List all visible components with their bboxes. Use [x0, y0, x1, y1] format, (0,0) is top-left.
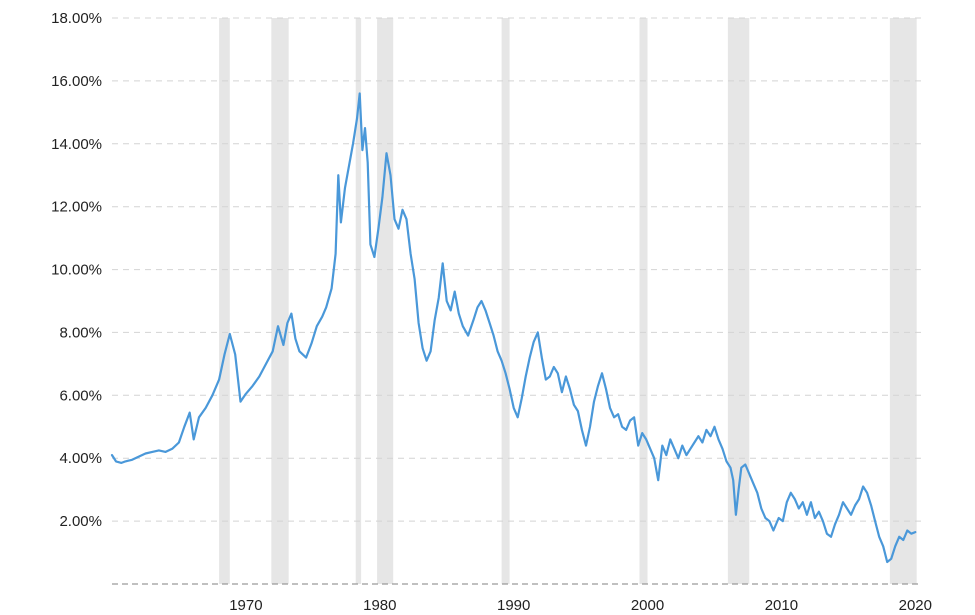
y-tick-label: 6.00% [59, 387, 102, 404]
x-tick-label: 1970 [229, 597, 262, 614]
recession-band [271, 18, 289, 584]
y-tick-label: 8.00% [59, 324, 102, 341]
y-tick-label: 10.00% [51, 262, 102, 279]
recession-bands [219, 18, 917, 584]
y-tick-label: 14.00% [51, 136, 102, 153]
y-tick-label: 16.00% [51, 73, 102, 90]
x-axis-labels: 1970 1980 1990 2000 2010 2020 [229, 597, 932, 614]
series-layer [110, 92, 917, 564]
recession-band [355, 18, 362, 584]
x-tick-label: 2020 [899, 597, 932, 614]
recession-band [219, 18, 230, 584]
recession-band [377, 18, 394, 584]
y-gridlines [112, 17, 922, 585]
x-tick-label: 1990 [497, 597, 530, 614]
x-tick-label: 2000 [631, 597, 664, 614]
series-line [110, 92, 917, 564]
y-tick-label: 4.00% [59, 450, 102, 467]
x-tick-label: 2010 [765, 597, 798, 614]
y-tick-label: 18.00% [51, 10, 102, 27]
y-tick-label: 12.00% [51, 199, 102, 216]
recession-band [889, 18, 917, 584]
y-axis-labels: 2.00% 4.00% 6.00% 8.00% 10.00% 12.00% 14.00% 16… [51, 10, 102, 530]
recession-band [639, 18, 648, 584]
y-tick-label: 2.00% [59, 513, 102, 530]
recession-band [727, 18, 750, 584]
recession-band [501, 18, 510, 584]
x-tick-label: 1980 [363, 597, 396, 614]
